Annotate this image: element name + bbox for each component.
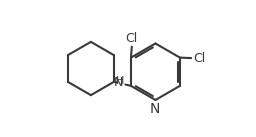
Text: N: N xyxy=(150,102,160,116)
Text: Cl: Cl xyxy=(193,52,205,65)
Text: Cl: Cl xyxy=(126,32,138,45)
Text: H: H xyxy=(116,76,124,86)
Text: N: N xyxy=(114,76,123,89)
